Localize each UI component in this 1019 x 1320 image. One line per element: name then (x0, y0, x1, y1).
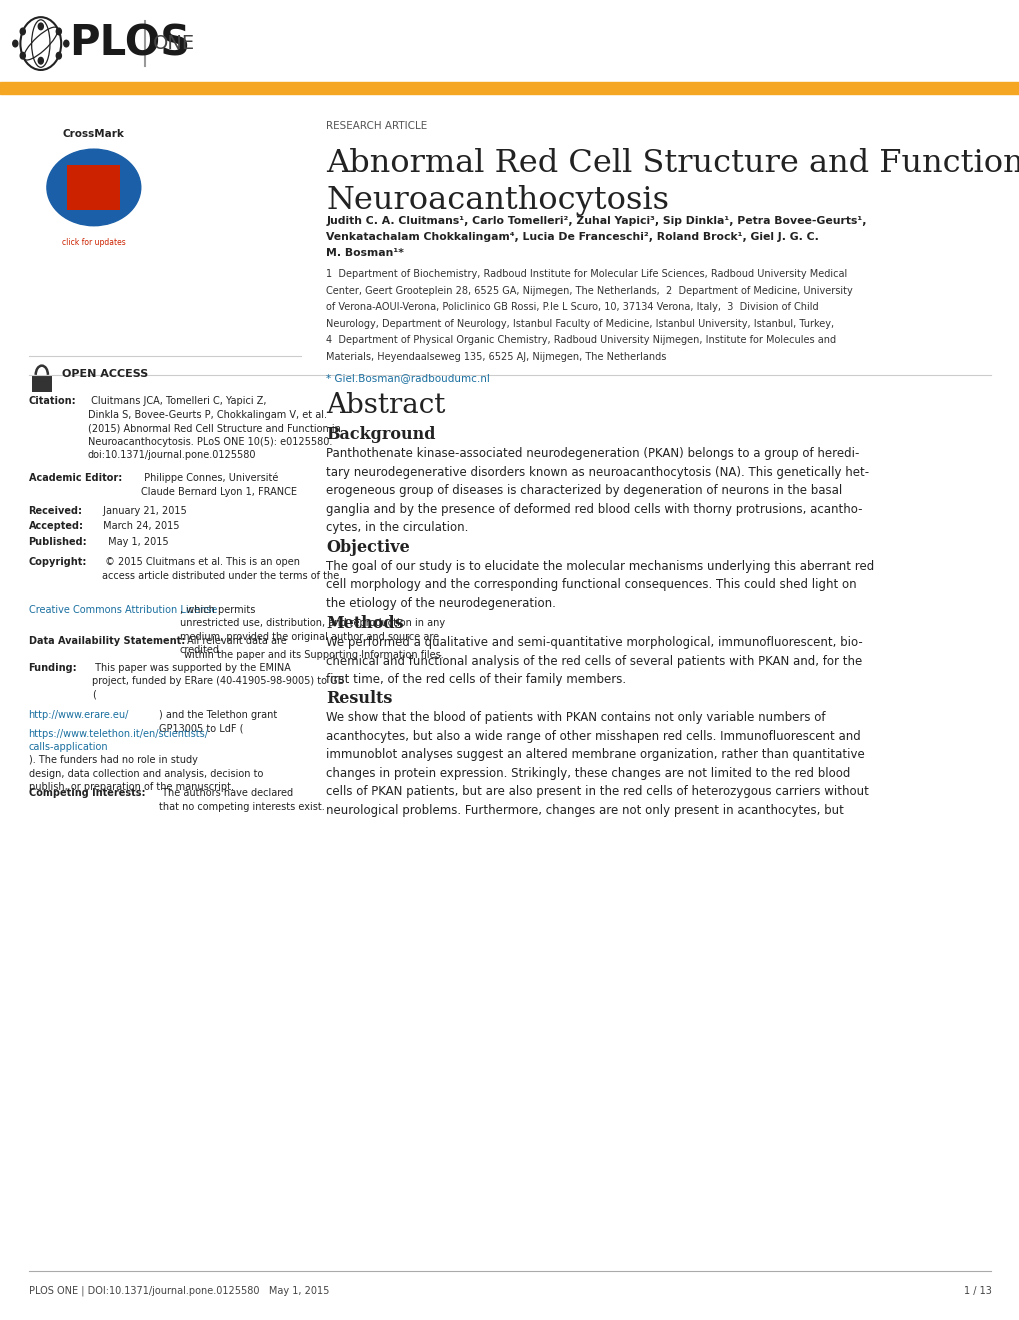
Text: Philippe Connes, Université
Claude Bernard Lyon 1, FRANCE: Philippe Connes, Université Claude Berna… (141, 473, 297, 496)
Text: January 21, 2015: January 21, 2015 (100, 506, 186, 516)
Text: Competing Interests:: Competing Interests: (29, 788, 145, 799)
Text: Abstract: Abstract (326, 392, 445, 418)
Text: RESEARCH ARTICLE: RESEARCH ARTICLE (326, 121, 427, 132)
Text: Neurology, Department of Neurology, Istanbul Faculty of Medicine, Istanbul Unive: Neurology, Department of Neurology, Ista… (326, 318, 834, 329)
Text: Copyright:: Copyright: (29, 557, 87, 568)
Text: https://www.telethon.it/en/scientists/
calls-application: https://www.telethon.it/en/scientists/ c… (29, 729, 208, 752)
Text: click for updates: click for updates (62, 238, 125, 247)
Text: 1  Department of Biochemistry, Radboud Institute for Molecular Life Sciences, Ra: 1 Department of Biochemistry, Radboud In… (326, 269, 847, 280)
Text: © 2015 Cluitmans et al. This is an open
access article distributed under the ter: © 2015 Cluitmans et al. This is an open … (102, 557, 339, 594)
Text: Objective: Objective (326, 539, 410, 556)
Text: Data Availability Statement:: Data Availability Statement: (29, 636, 184, 647)
Text: Citation:: Citation: (29, 396, 76, 407)
Text: March 24, 2015: March 24, 2015 (100, 521, 179, 532)
Circle shape (56, 53, 61, 59)
Text: Abnormal Red Cell Structure and Function in: Abnormal Red Cell Structure and Function… (326, 148, 1019, 178)
Text: We show that the blood of patients with PKAN contains not only variable numbers : We show that the blood of patients with … (326, 711, 868, 817)
Text: ) and the Telethon grant
GP13005 to LdF (: ) and the Telethon grant GP13005 to LdF … (159, 710, 277, 734)
Text: Results: Results (326, 690, 392, 708)
Circle shape (20, 53, 25, 59)
Text: Funding:: Funding: (29, 663, 77, 673)
Text: Cluitmans JCA, Tomelleri C, Yapici Z,
Dinkla S, Bovee-Geurts P, Chokkalingam V, : Cluitmans JCA, Tomelleri C, Yapici Z, Di… (88, 396, 340, 461)
Text: Judith C. A. Cluitmans¹, Carlo Tomelleri², Zuhal Yapici³, Sip Dinkla¹, Petra Bov: Judith C. A. Cluitmans¹, Carlo Tomelleri… (326, 216, 866, 227)
Text: Neuroacanthocytosis: Neuroacanthocytosis (326, 185, 668, 215)
Text: Panthothenate kinase-associated neurodegeneration (PKAN) belongs to a group of h: Panthothenate kinase-associated neurodeg… (326, 447, 868, 535)
Circle shape (64, 40, 69, 46)
Text: Background: Background (326, 426, 435, 444)
Text: ). The funders had no role in study
design, data collection and analysis, decisi: ). The funders had no role in study desi… (29, 755, 263, 792)
Bar (0, 82, 1019, 94)
Circle shape (56, 28, 61, 34)
Text: OPEN ACCESS: OPEN ACCESS (62, 368, 149, 379)
Text: http://www.erare.eu/: http://www.erare.eu/ (29, 710, 128, 721)
Circle shape (12, 40, 18, 46)
Ellipse shape (47, 149, 141, 226)
Text: This paper was supported by the EMINA
project, funded by ERare (40-41905-98-9005: This paper was supported by the EMINA pr… (92, 663, 343, 700)
Text: Creative Commons Attribution License: Creative Commons Attribution License (29, 605, 217, 615)
Circle shape (39, 58, 43, 63)
Text: Published:: Published: (29, 537, 87, 548)
Text: Center, Geert Grooteplein 28, 6525 GA, Nijmegen, The Netherlands,  2  Department: Center, Geert Grooteplein 28, 6525 GA, N… (326, 286, 852, 296)
Text: Accepted:: Accepted: (29, 521, 84, 532)
Text: We performed a qualitative and semi-quantitative morphological, immunofluorescen: We performed a qualitative and semi-quan… (326, 636, 862, 686)
Text: , which permits
unrestricted use, distribution, and reproduction in any
medium, : , which permits unrestricted use, distri… (179, 605, 444, 655)
Text: of Verona-AOUI-Verona, Policlinico GB Rossi, P.le L Scuro, 10, 37134 Verona, Ita: of Verona-AOUI-Verona, Policlinico GB Ro… (326, 302, 818, 313)
Text: The goal of our study is to elucidate the molecular mechanisms underlying this a: The goal of our study is to elucidate th… (326, 560, 874, 610)
Text: CrossMark: CrossMark (63, 128, 124, 139)
Text: * Giel.Bosman@radboudumc.nl: * Giel.Bosman@radboudumc.nl (326, 374, 490, 384)
Text: May 1, 2015: May 1, 2015 (105, 537, 168, 548)
Text: 1 / 13: 1 / 13 (963, 1286, 990, 1296)
Text: M. Bosman¹*: M. Bosman¹* (326, 248, 404, 259)
Circle shape (20, 28, 25, 34)
Circle shape (39, 24, 43, 30)
Text: Received:: Received: (29, 506, 83, 516)
Text: Methods: Methods (326, 615, 404, 632)
Text: PLOS ONE | DOI:10.1371/journal.pone.0125580   May 1, 2015: PLOS ONE | DOI:10.1371/journal.pone.0125… (29, 1286, 328, 1296)
Text: PLOS: PLOS (69, 22, 191, 65)
Text: Venkatachalam Chokkalingam⁴, Lucia De Franceschi², Roland Brock¹, Giel J. G. C.: Venkatachalam Chokkalingam⁴, Lucia De Fr… (326, 232, 818, 243)
Text: 4  Department of Physical Organic Chemistry, Radboud University Nijmegen, Instit: 4 Department of Physical Organic Chemist… (326, 335, 836, 346)
Text: Academic Editor:: Academic Editor: (29, 473, 121, 483)
FancyBboxPatch shape (32, 375, 52, 392)
Text: The authors have declared
that no competing interests exist.: The authors have declared that no compet… (159, 788, 325, 812)
Text: ONE: ONE (153, 34, 195, 53)
FancyBboxPatch shape (67, 165, 120, 210)
Text: Materials, Heyendaalseweg 135, 6525 AJ, Nijmegen, The Netherlands: Materials, Heyendaalseweg 135, 6525 AJ, … (326, 351, 666, 362)
Text: All relevant data are
within the paper and its Supporting Information files.: All relevant data are within the paper a… (183, 636, 443, 660)
